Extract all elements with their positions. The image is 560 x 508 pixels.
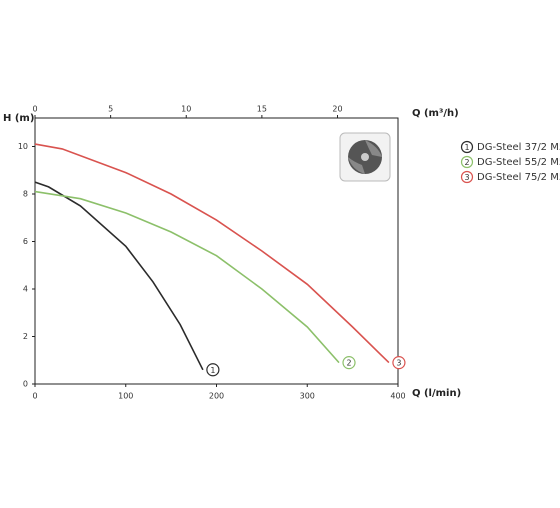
x-tick-label: 200 xyxy=(209,392,224,401)
legend-badge-label: 2 xyxy=(464,158,469,167)
x-tick-label: 300 xyxy=(300,392,315,401)
x-tick-label: 0 xyxy=(32,392,37,401)
x2-tick-label: 0 xyxy=(32,105,37,114)
x2-axis-label: Q (m³/h) xyxy=(412,108,459,119)
curve-badge xyxy=(342,356,356,370)
series-line xyxy=(34,143,390,364)
x-tick-label: 100 xyxy=(118,392,133,401)
impeller-image xyxy=(339,132,391,182)
curve-badge xyxy=(392,356,406,370)
legend-label: DG-Steel 55/2 M50 xyxy=(477,157,560,168)
y-tick-label: 6 xyxy=(23,237,28,246)
x2-tick-label: 20 xyxy=(332,105,342,114)
legend-badge-label: 3 xyxy=(464,173,469,182)
x2-tick-label: 15 xyxy=(257,105,267,114)
y-axis-label: H (m) xyxy=(3,113,34,124)
x2-tick-label: 5 xyxy=(108,105,113,114)
curve-badge-label: 2 xyxy=(346,359,351,368)
series-line xyxy=(34,190,340,364)
y-tick-label: 8 xyxy=(23,190,28,199)
x-axis-label: Q (l/min) xyxy=(412,388,461,399)
curve-badge xyxy=(206,363,220,377)
y-tick-label: 4 xyxy=(23,285,28,294)
y-tick-label: 0 xyxy=(23,380,28,389)
series-line xyxy=(34,181,204,371)
legend-label: DG-Steel 37/2 M50 xyxy=(477,142,560,153)
x-tick-label: 400 xyxy=(390,392,405,401)
legend-badge xyxy=(460,170,474,184)
legend-badge-label: 1 xyxy=(464,143,469,152)
legend-badge xyxy=(460,140,474,154)
legend-badge xyxy=(460,155,474,169)
legend-label: DG-Steel 75/2 M50 xyxy=(477,172,560,183)
y-tick-label: 10 xyxy=(18,142,28,151)
x2-tick-label: 10 xyxy=(181,105,191,114)
y-tick-label: 2 xyxy=(23,332,28,341)
curve-badge-label: 1 xyxy=(210,366,215,375)
curve-badge-label: 3 xyxy=(396,359,401,368)
